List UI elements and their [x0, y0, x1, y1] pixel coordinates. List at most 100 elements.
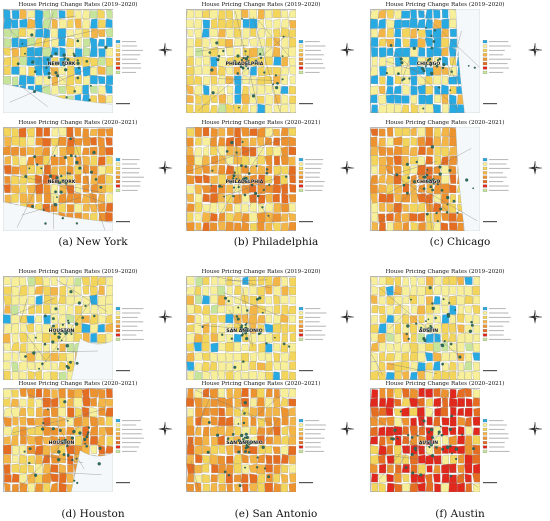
road-line: [379, 391, 451, 479]
housing-point: [81, 316, 85, 320]
housing-point: [98, 446, 102, 450]
region: [210, 370, 218, 380]
region: [394, 37, 402, 48]
region: [409, 323, 418, 334]
road-line: [188, 395, 211, 449]
region: [217, 455, 226, 465]
region: [441, 147, 449, 157]
housing-point: [432, 40, 436, 43]
region: [89, 193, 97, 203]
housing-point: [49, 54, 53, 58]
region: [59, 397, 66, 408]
region: [257, 174, 266, 185]
region: [210, 155, 219, 165]
region: [257, 38, 266, 47]
legend-text-mark: [489, 41, 509, 43]
region: [193, 342, 202, 352]
region: [378, 221, 386, 231]
region: [106, 435, 114, 446]
region: [272, 323, 282, 333]
region: [225, 342, 234, 352]
region: [210, 94, 218, 104]
region: [378, 276, 387, 286]
region: [234, 75, 242, 85]
region: [10, 398, 19, 407]
housing-point: [261, 206, 264, 209]
region: [385, 426, 394, 437]
legend-swatch: [482, 180, 488, 184]
scale-bar: [299, 370, 313, 372]
region: [425, 75, 433, 85]
region: [50, 193, 59, 204]
legend-text-mark: [122, 172, 140, 174]
region: [280, 155, 289, 166]
region: [432, 361, 441, 371]
region: [448, 333, 457, 343]
region: [402, 38, 410, 48]
region: [280, 464, 289, 474]
legend-text-mark: [305, 41, 320, 43]
panel-a-bottom-map: NEW YORK: [3, 127, 153, 231]
region: [210, 105, 218, 113]
region: [3, 389, 12, 398]
region: [82, 295, 91, 306]
caption-letter: (f): [435, 508, 448, 520]
region: [50, 287, 58, 296]
region: [11, 361, 19, 372]
legend-text-mark: [489, 338, 511, 340]
legend-swatch: [482, 158, 488, 162]
region: [217, 361, 226, 372]
region: [19, 314, 28, 324]
region: [27, 175, 36, 184]
road-line: [12, 409, 105, 433]
legend-swatch: [115, 44, 121, 48]
region: [4, 482, 11, 492]
region: [42, 454, 50, 464]
region: [448, 285, 457, 295]
region: [410, 127, 417, 136]
region: [426, 416, 433, 426]
region: [425, 398, 433, 407]
region: [186, 332, 195, 343]
region: [280, 454, 289, 464]
region: [288, 127, 297, 136]
region: [264, 19, 273, 29]
region: [195, 426, 202, 436]
housing-point: [425, 320, 427, 322]
region: [386, 28, 394, 38]
housing-point: [34, 336, 37, 339]
region: [105, 84, 113, 94]
housing-point: [442, 63, 446, 67]
legend-text-mark: [489, 321, 510, 323]
region: [456, 104, 465, 113]
road-line: [386, 45, 458, 110]
housing-point: [430, 46, 434, 50]
region: [370, 295, 378, 304]
region: [66, 426, 75, 435]
region: [89, 323, 99, 333]
legend-swatch: [482, 441, 488, 445]
housing-point: [62, 441, 65, 444]
region: [58, 295, 66, 305]
region: [394, 276, 402, 286]
city-label: AUSTIN: [419, 328, 438, 334]
region: [378, 436, 386, 446]
region: [449, 28, 457, 38]
region: [448, 47, 457, 57]
panel-e-title-top: House Pricing Change Rates (2019–2020): [201, 269, 321, 275]
legend-swatch: [298, 333, 304, 337]
housing-point: [227, 474, 231, 477]
legend-text-mark: [489, 308, 506, 310]
region: [3, 314, 11, 324]
region: [74, 277, 82, 286]
legend-text-mark: [305, 325, 327, 327]
region: [202, 388, 210, 398]
region: [19, 407, 27, 417]
region: [105, 304, 114, 315]
legend-swatch: [482, 307, 488, 311]
region: [370, 165, 378, 175]
region: [409, 342, 419, 353]
region: [425, 482, 434, 492]
housing-point: [402, 183, 406, 187]
region: [394, 94, 402, 104]
